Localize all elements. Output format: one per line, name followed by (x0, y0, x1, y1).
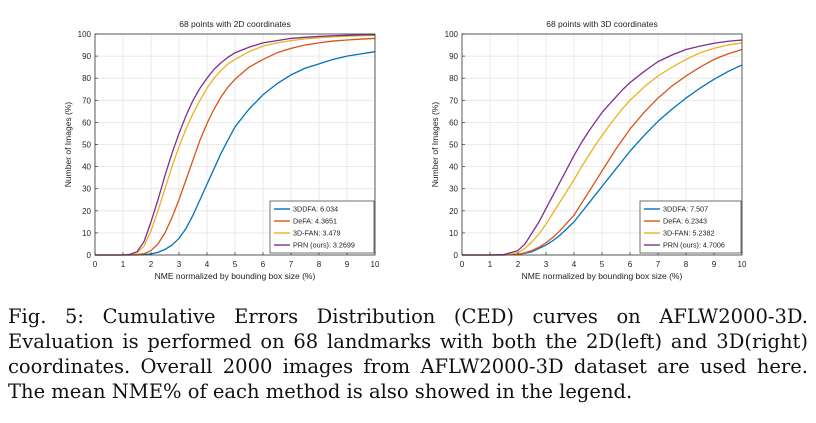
y-tick-label: 50 (82, 141, 91, 150)
legend-label-prn: PRN (ours): 3.2699 (293, 241, 355, 250)
x-tick-label: 7 (656, 260, 661, 269)
legend-label-defa: DeFA: 6.2343 (663, 217, 707, 226)
chart-title: 68 points with 2D coordinates (179, 19, 291, 29)
y-tick-label: 90 (82, 52, 91, 61)
x-tick-label: 10 (371, 260, 380, 269)
x-tick-label: 5 (600, 260, 605, 269)
x-tick-label: 5 (233, 260, 238, 269)
x-tick-label: 0 (460, 260, 465, 269)
y-tick-label: 70 (82, 96, 91, 105)
y-tick-label: 30 (82, 185, 91, 194)
series-line-3d-fan (95, 34, 376, 256)
legend-label-3d-fan: 3D-FAN: 5.2382 (663, 229, 715, 238)
x-tick-label: 4 (205, 260, 210, 269)
series-line-3d-fan (462, 42, 743, 256)
legend-label-3d-fan: 3D-FAN: 3.479 (293, 229, 341, 238)
legend: 3DDFA: 7.507 DeFA: 6.2343 3D-FAN: 5.2382 PR… (639, 200, 742, 254)
x-tick-label: 2 (149, 260, 154, 269)
y-tick-label: 0 (454, 251, 459, 260)
y-tick-label: 70 (449, 96, 458, 105)
y-axis-label: Number of Images (%) (63, 102, 73, 188)
legend-label-3ddfa: 3DDFA: 7.507 (663, 205, 708, 214)
y-tick-label: 100 (445, 30, 459, 39)
y-tick-label: 60 (449, 118, 458, 127)
y-tick-label: 10 (449, 229, 458, 238)
y-tick-label: 40 (82, 163, 91, 172)
series-line-prn (95, 34, 376, 256)
y-axis-label: Number of Images (%) (430, 102, 440, 188)
series-line-3ddfa (462, 64, 743, 256)
x-tick-label: 8 (317, 260, 322, 269)
series-line-defa (95, 37, 376, 256)
x-tick-label: 1 (121, 260, 126, 269)
x-tick-label: 7 (289, 260, 294, 269)
legend: 3DDFA: 6.034 DeFA: 4.3651 3D-FAN: 3.479 PRN… (269, 200, 375, 254)
x-tick-label: 6 (628, 260, 633, 269)
x-tick-label: 4 (572, 260, 577, 269)
figure-caption: Fig. 5: Cumulative Errors Distribution (… (8, 305, 808, 403)
x-tick-label: 3 (177, 260, 182, 269)
x-tick-label: 1 (488, 260, 493, 269)
y-tick-label: 40 (449, 163, 458, 172)
chart-title: 68 points with 3D coordinates (546, 19, 658, 29)
y-tick-label: 20 (449, 207, 458, 216)
y-tick-label: 10 (82, 229, 91, 238)
series-line-defa (462, 48, 743, 256)
series-line-3ddfa (95, 51, 376, 256)
x-tick-label: 10 (738, 260, 747, 269)
x-tick-label: 8 (684, 260, 689, 269)
x-tick-label: 6 (261, 260, 266, 269)
x-tick-label: 9 (345, 260, 350, 269)
x-tick-label: 3 (544, 260, 549, 269)
y-tick-label: 0 (87, 251, 92, 260)
x-tick-label: 2 (516, 260, 521, 269)
legend-label-defa: DeFA: 4.3651 (293, 217, 337, 226)
x-tick-label: 0 (93, 260, 98, 269)
series-line-prn (462, 39, 743, 256)
x-axis-label: NME normalized by bounding box size (%) (155, 271, 316, 281)
y-tick-label: 20 (82, 207, 91, 216)
y-tick-label: 80 (82, 74, 91, 83)
x-tick-label: 9 (712, 260, 717, 269)
legend-label-3ddfa: 3DDFA: 6.034 (293, 205, 338, 214)
y-tick-label: 50 (449, 141, 458, 150)
y-tick-label: 30 (449, 185, 458, 194)
x-axis-label: NME normalized by bounding box size (%) (522, 271, 683, 281)
y-tick-label: 80 (449, 74, 458, 83)
y-tick-label: 90 (449, 52, 458, 61)
y-tick-label: 100 (78, 30, 92, 39)
y-tick-label: 60 (82, 118, 91, 127)
legend-label-prn: PRN (ours): 4.7006 (663, 241, 725, 250)
